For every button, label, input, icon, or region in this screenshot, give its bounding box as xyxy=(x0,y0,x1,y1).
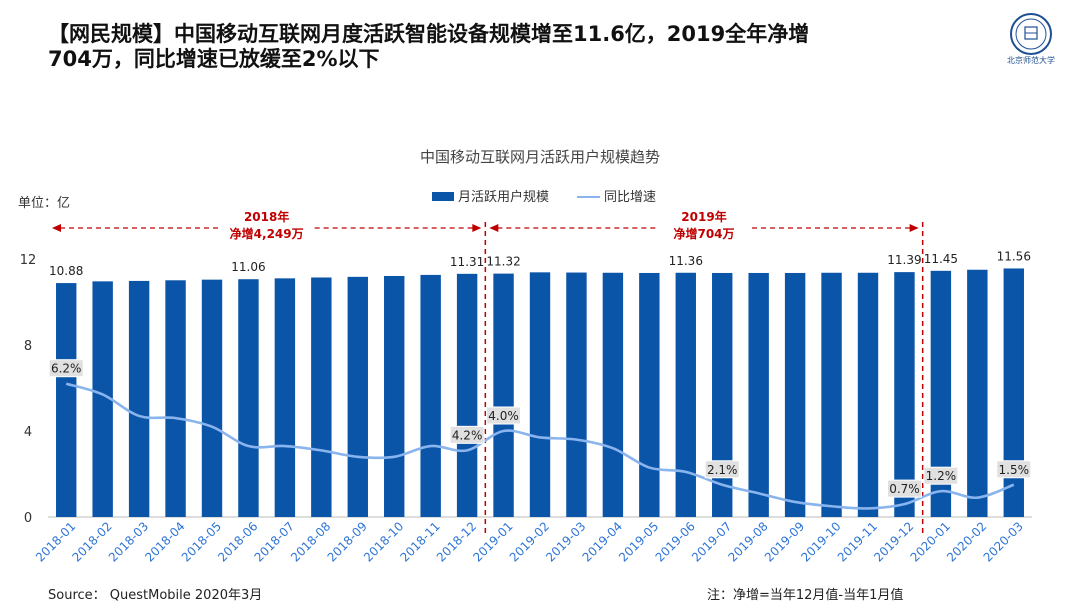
bar xyxy=(639,272,660,517)
y-tick-label: 0 xyxy=(24,511,32,526)
rate-label: 1.2% xyxy=(926,469,957,483)
bar xyxy=(748,272,769,517)
rate-label: 6.2% xyxy=(51,362,82,376)
bar-value-label: 11.31 xyxy=(450,255,484,269)
legend-line-label: 同比增速 xyxy=(604,190,656,205)
bar xyxy=(311,277,332,517)
logo-text: 北京师范大学 xyxy=(1007,55,1055,65)
bar xyxy=(56,283,77,517)
headline-line-1: 【网民规模】中国移动互联网月度活跃智能设备规模增至11.6亿，2019全年净增 xyxy=(48,22,810,46)
y-tick-label: 8 xyxy=(24,339,32,354)
bar xyxy=(456,273,478,517)
period-arrowhead-left xyxy=(489,224,499,232)
bar-value-label: 11.06 xyxy=(231,260,265,274)
rate-label-box xyxy=(486,406,522,425)
period-net-add: 净增704万 xyxy=(673,226,734,241)
rate-label: 0.7% xyxy=(889,482,920,496)
bar xyxy=(128,280,150,517)
bar xyxy=(602,272,624,517)
bar xyxy=(493,273,514,517)
bar xyxy=(201,279,223,517)
bar xyxy=(967,269,988,517)
bar xyxy=(1003,268,1024,517)
bar xyxy=(894,272,915,517)
period-arrowhead-right xyxy=(472,224,482,232)
rate-label: 2.1% xyxy=(707,463,738,477)
legend-bar-label: 月活跃用户规模 xyxy=(458,189,549,205)
legend: 月活跃用户规模 同比增速 xyxy=(432,189,656,205)
unit-label: 单位：亿 xyxy=(18,196,70,211)
rate-label-box xyxy=(704,460,740,479)
headline-line-2: 704万，同比增速已放缓至2%以下 xyxy=(48,47,380,71)
university-logo: 北京师范大学 xyxy=(1007,13,1055,65)
rate-label: 4.2% xyxy=(452,428,483,442)
bar-value-label: 11.56 xyxy=(997,249,1031,263)
bar-value-label: 11.39 xyxy=(887,253,921,267)
bar xyxy=(165,280,186,517)
period-arrowhead-left xyxy=(52,224,61,232)
rate-label-box xyxy=(449,425,485,444)
period-label: 2018年 xyxy=(244,209,289,224)
rate-label: 4.0% xyxy=(488,409,519,423)
x-tick-label: 2020-03 xyxy=(981,519,1026,564)
legend-bar-swatch xyxy=(432,192,454,201)
bar xyxy=(675,272,696,517)
period-arrowhead-right xyxy=(909,224,919,232)
bar xyxy=(384,275,405,517)
period-net-add: 净增4,249万 xyxy=(230,226,304,241)
growth-rate-line xyxy=(65,382,1015,510)
bar-value-label: 10.88 xyxy=(49,264,83,278)
rate-label-box xyxy=(48,359,84,378)
bar xyxy=(784,272,806,517)
bar-value-label: 11.36 xyxy=(669,254,703,268)
footer-source: Source： QuestMobile 2020年3月 xyxy=(48,588,263,603)
bar xyxy=(529,272,551,517)
bar-value-label: 11.32 xyxy=(486,255,520,269)
bar xyxy=(566,272,587,517)
bar xyxy=(857,272,879,517)
chart-title: 中国移动互联网月活跃用户规模趋势 xyxy=(420,148,660,166)
bar xyxy=(420,274,441,517)
y-tick-label: 12 xyxy=(20,253,37,268)
footer-note: 注：净增=当年12月值-当年1月值 xyxy=(707,588,904,603)
bar xyxy=(712,272,733,517)
rate-label-box xyxy=(923,466,959,485)
rate-label-box xyxy=(886,479,922,498)
bar xyxy=(92,281,113,517)
bar xyxy=(274,278,296,517)
bar xyxy=(347,276,368,517)
headline: 【网民规模】中国移动互联网月度活跃智能设备规模增至11.6亿，2019全年净增 … xyxy=(48,22,948,72)
rate-label: 1.5% xyxy=(999,463,1030,477)
bar xyxy=(238,279,259,517)
bar xyxy=(930,270,952,517)
bar-value-label: 11.45 xyxy=(924,252,958,266)
rate-label-box xyxy=(996,460,1032,479)
y-tick-label: 4 xyxy=(24,425,32,440)
bar xyxy=(821,272,842,517)
period-label: 2019年 xyxy=(681,209,726,224)
